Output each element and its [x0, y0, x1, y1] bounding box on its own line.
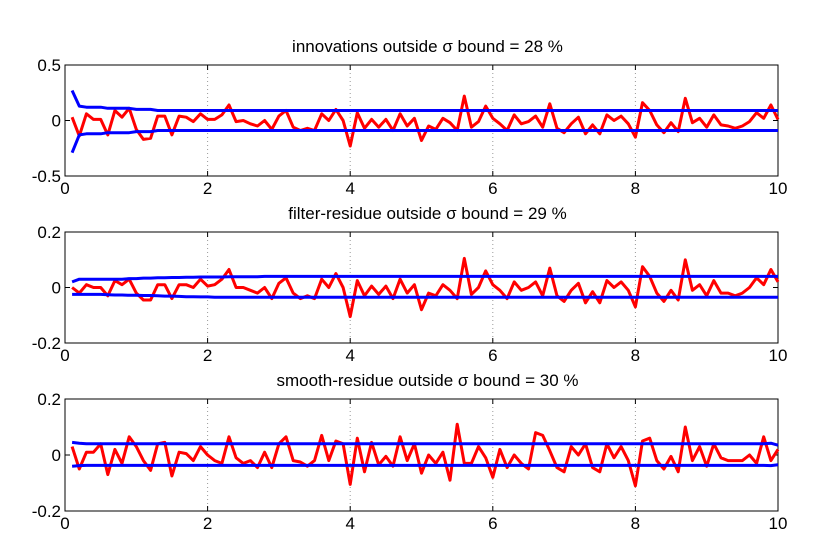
chart-title: innovations outside σ bound = 28 %	[292, 37, 563, 56]
x-tick-label: 10	[769, 346, 788, 365]
x-tick-label: 8	[631, 179, 640, 198]
lower-bound-line	[71, 463, 779, 468]
x-tick-label: 4	[345, 514, 354, 533]
y-tick-label: 0.2	[37, 223, 61, 242]
x-tick-label: 10	[769, 514, 788, 533]
x-tick-label: 0	[60, 346, 69, 365]
y-tick-label: 0.5	[37, 56, 61, 75]
plot-area	[64, 64, 779, 177]
upper-bound-line	[70, 89, 778, 112]
y-tick-label: 0.2	[37, 390, 61, 409]
x-tick-label: 0	[60, 179, 69, 198]
upper-bound-line	[71, 274, 778, 284]
x-tick-label: 6	[488, 179, 497, 198]
upper-bound-line	[71, 440, 779, 447]
plot-area	[64, 398, 779, 512]
x-tick-label: 6	[488, 514, 497, 533]
y-tick-label: 0	[52, 446, 61, 465]
x-tick-label: 8	[631, 514, 640, 533]
y-tick-label: 0	[52, 279, 61, 298]
plot-area	[64, 231, 779, 344]
y-tick-label: 0	[52, 112, 61, 131]
x-tick-label: 2	[203, 346, 212, 365]
y-tick-label: -0.2	[32, 502, 61, 521]
x-tick-label: 4	[345, 179, 354, 198]
chart-title: smooth-residue outside σ bound = 30 %	[276, 371, 578, 390]
lower-bound-line	[72, 292, 778, 299]
signal-series-line	[70, 94, 780, 148]
x-tick-label: 2	[203, 179, 212, 198]
x-tick-label: 4	[345, 346, 354, 365]
y-tick-label: -0.2	[32, 334, 61, 353]
x-tick-label: 2	[203, 514, 212, 533]
y-tick-label: -0.5	[32, 167, 61, 186]
x-tick-label: 8	[631, 346, 640, 365]
chart-title: filter-residue outside σ bound = 29 %	[288, 204, 566, 223]
x-tick-label: 6	[488, 346, 497, 365]
x-tick-label: 0	[60, 514, 69, 533]
x-tick-label: 10	[769, 179, 788, 198]
lower-bound-line	[70, 129, 778, 154]
